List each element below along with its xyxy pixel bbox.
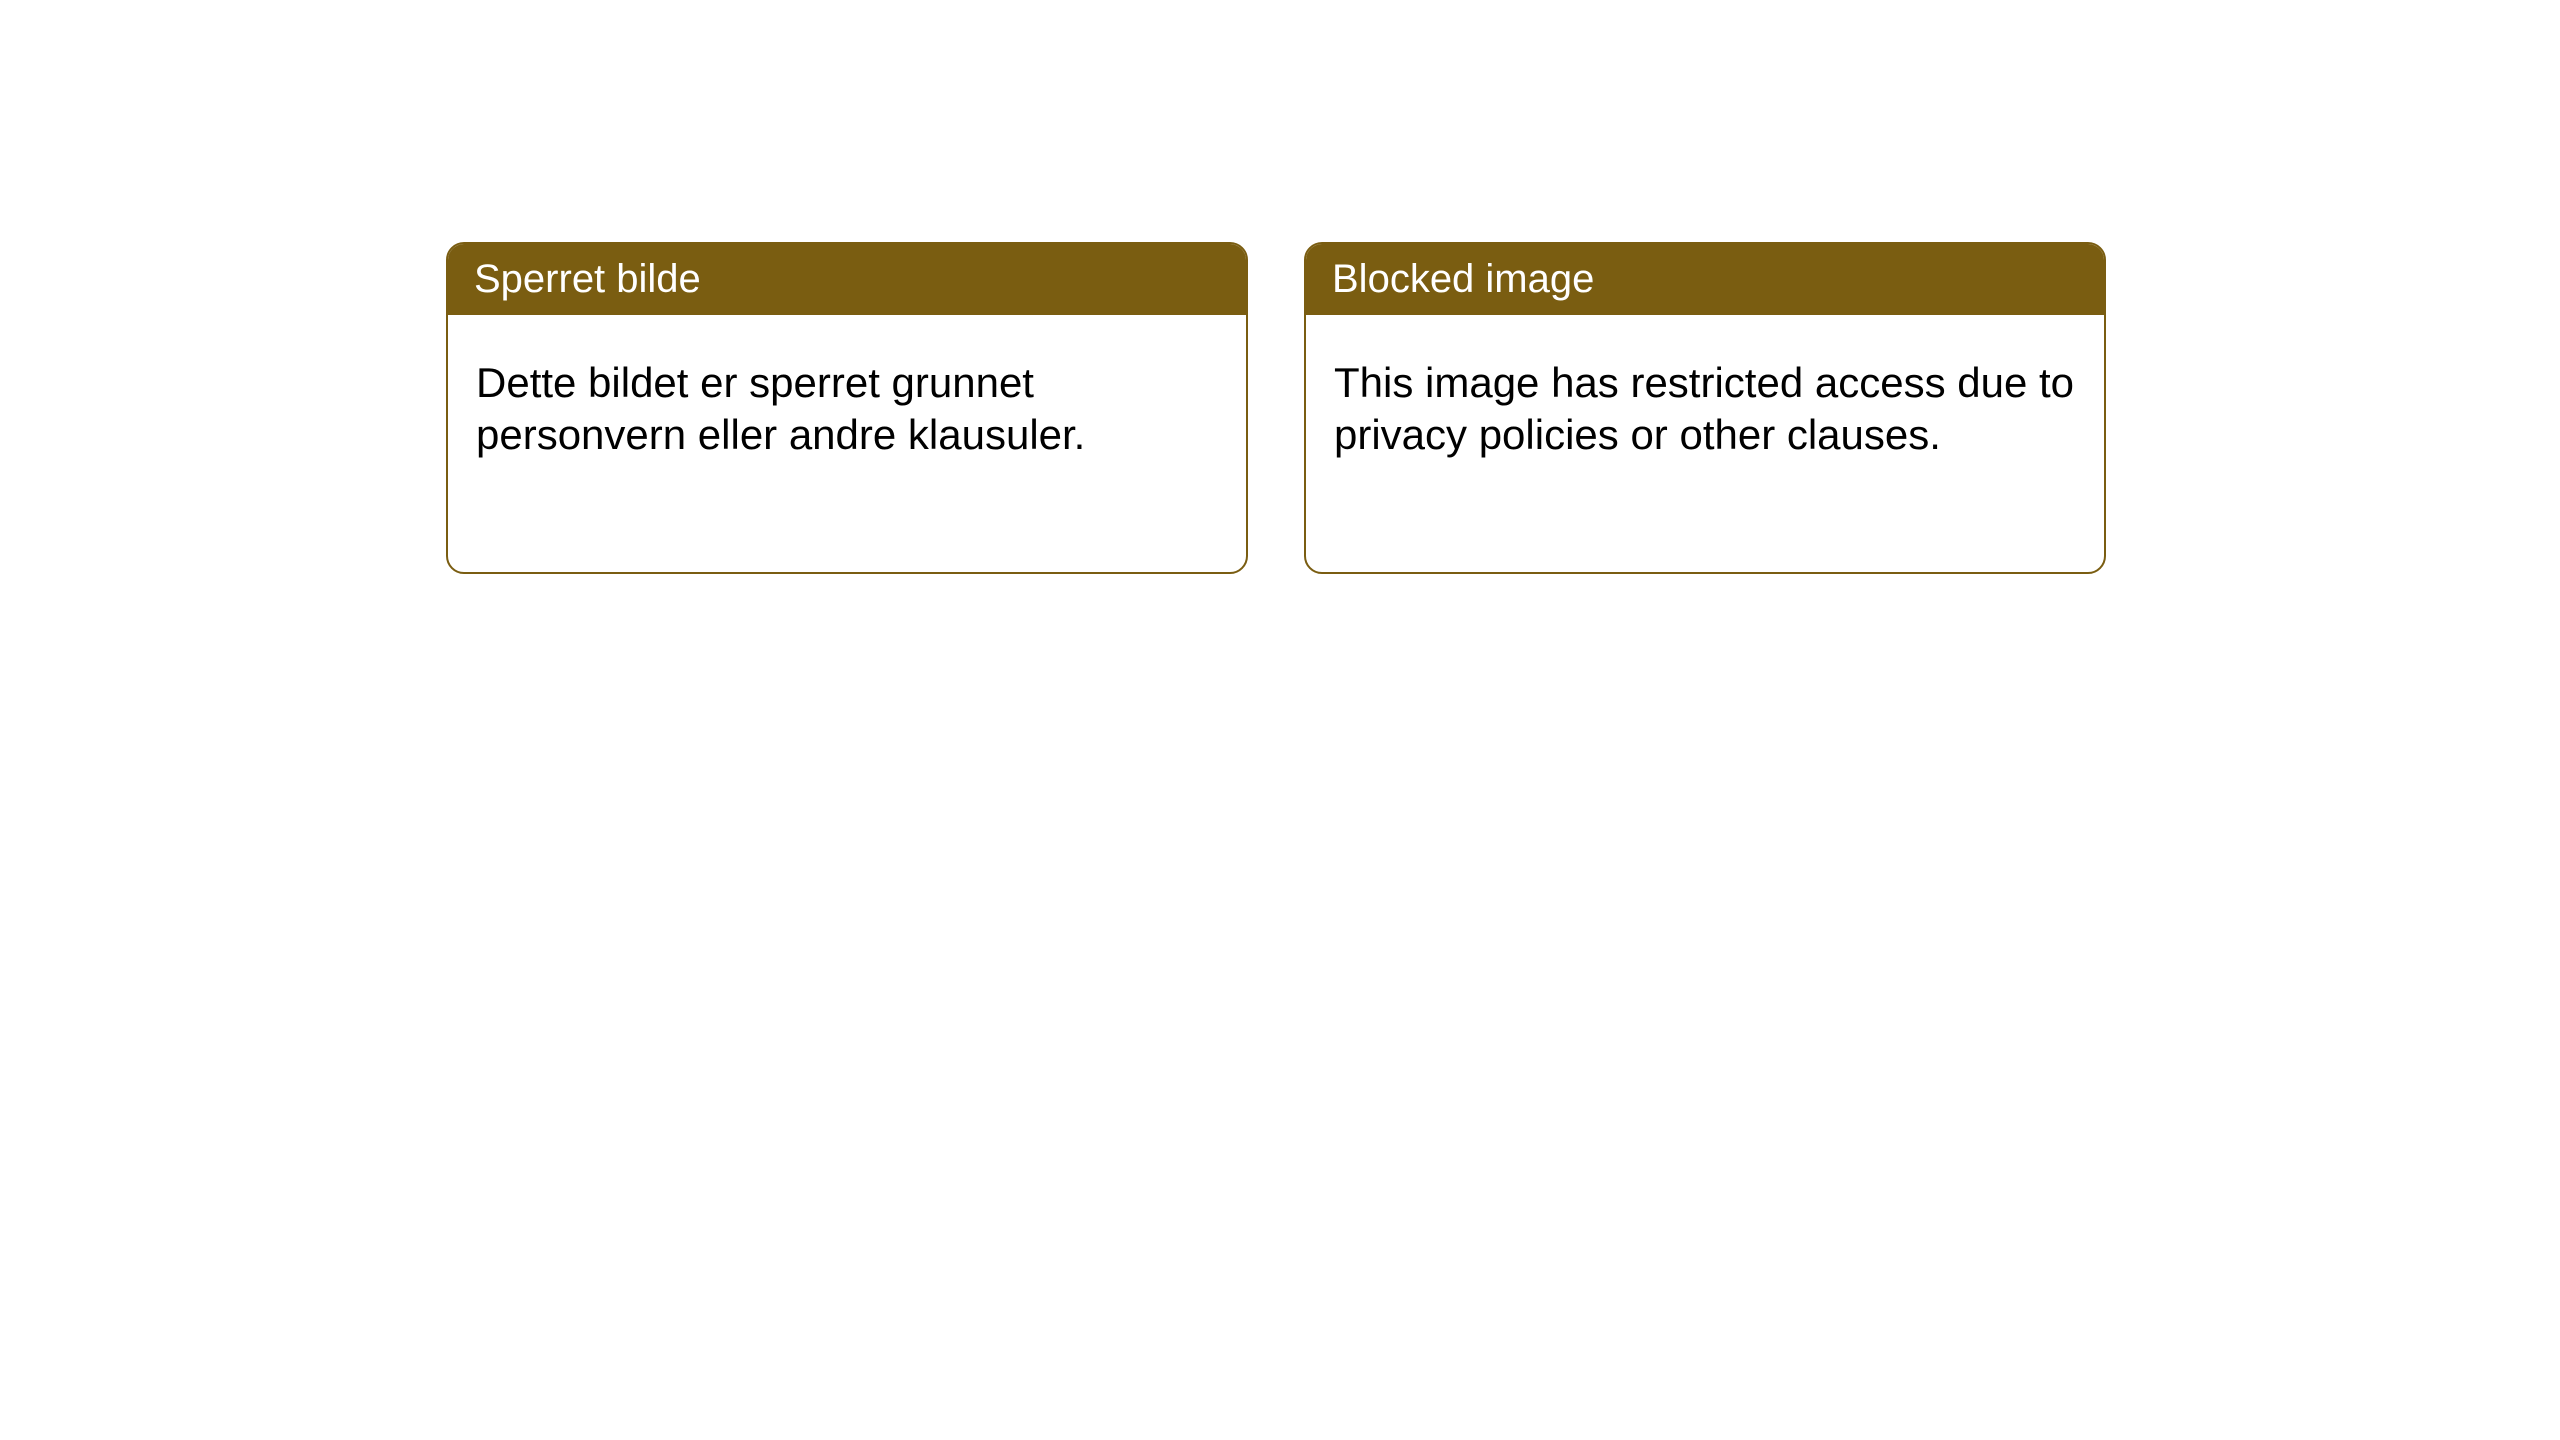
card-body: Dette bildet er sperret grunnet personve… — [448, 315, 1246, 503]
blocked-image-card-no: Sperret bilde Dette bildet er sperret gr… — [446, 242, 1248, 574]
card-header: Sperret bilde — [448, 244, 1246, 315]
card-header: Blocked image — [1306, 244, 2104, 315]
card-body: This image has restricted access due to … — [1306, 315, 2104, 503]
blocked-image-card-en: Blocked image This image has restricted … — [1304, 242, 2106, 574]
cards-container: Sperret bilde Dette bildet er sperret gr… — [446, 242, 2106, 574]
